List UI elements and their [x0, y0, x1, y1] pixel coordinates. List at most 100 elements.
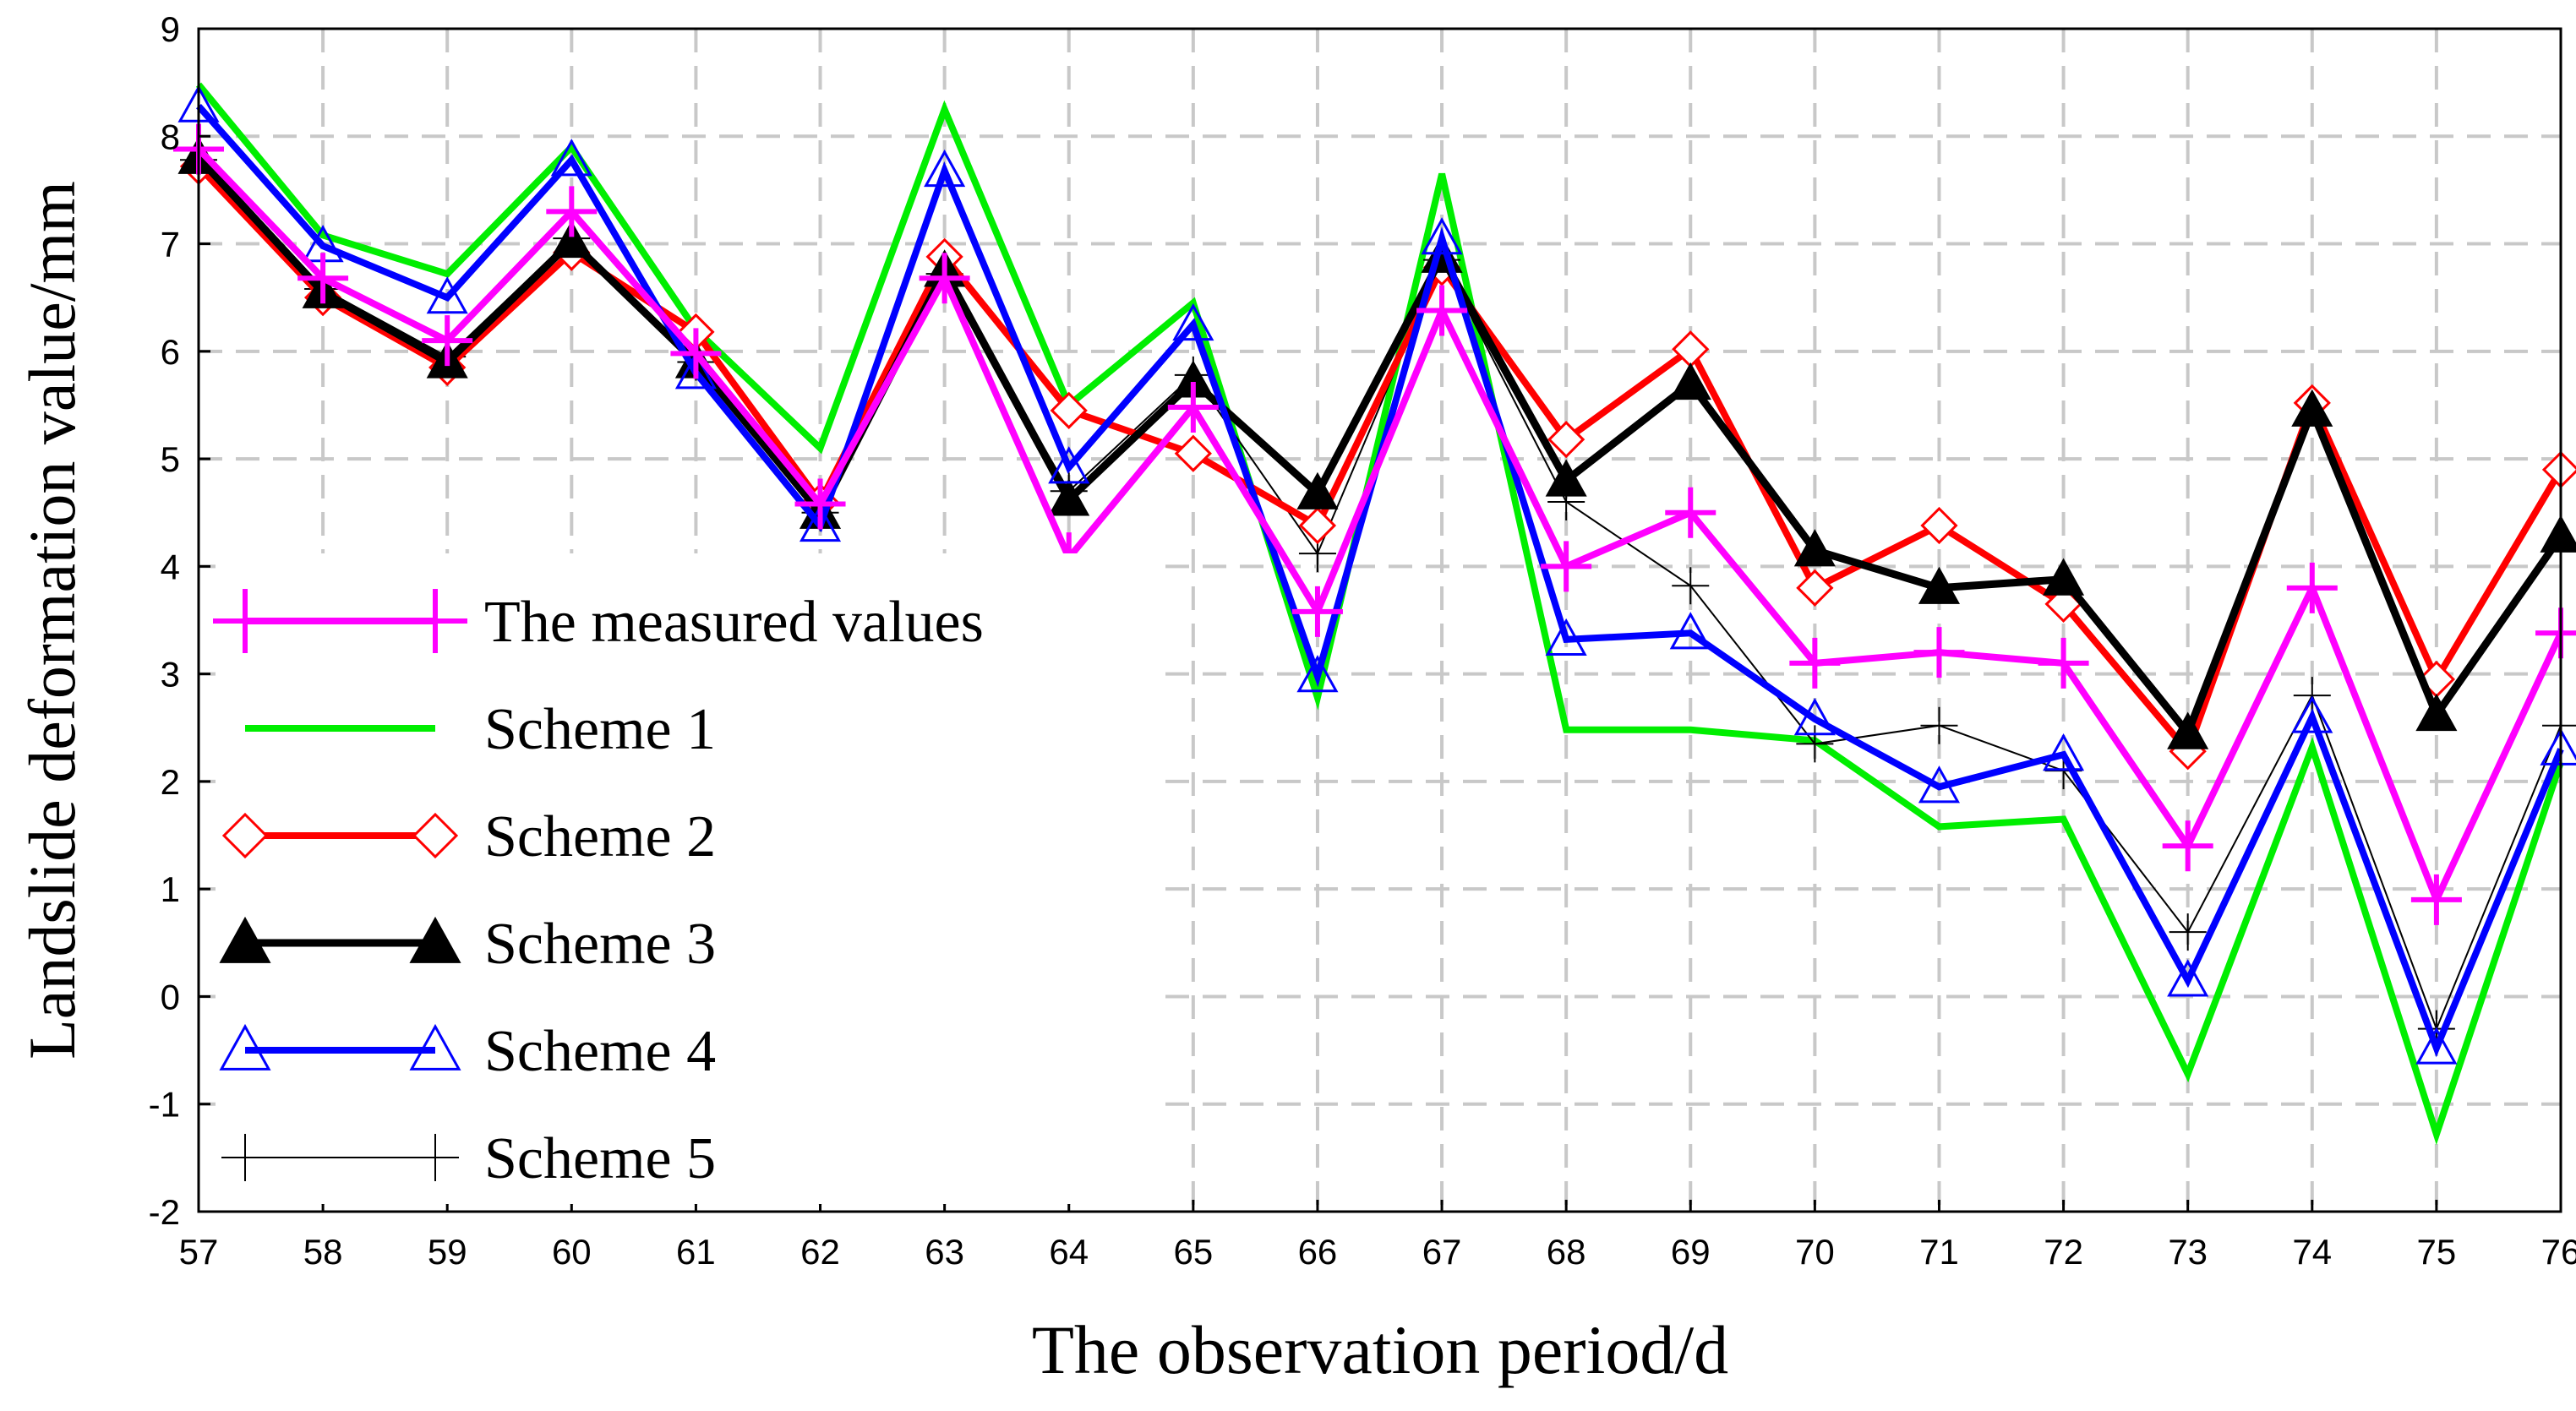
data-point-scheme-3: [2415, 693, 2458, 732]
x-tick-label: 69: [1671, 1232, 1711, 1272]
x-tick-label: 76: [2541, 1232, 2576, 1272]
x-tick-label: 71: [1919, 1232, 1959, 1272]
legend-marker-scheme-4: [409, 1023, 461, 1071]
legend-marker-the-measured-values: [403, 589, 467, 653]
x-tick-label: 75: [2417, 1232, 2457, 1272]
y-tick-label: 6: [161, 332, 180, 372]
x-tick-label: 60: [552, 1232, 592, 1272]
legend-background: [216, 553, 1162, 1204]
series-group: [173, 82, 2576, 1146]
x-tick-label: 70: [1795, 1232, 1835, 1272]
x-tick-label: 63: [925, 1232, 964, 1272]
data-point-scheme-4: [426, 276, 468, 314]
data-point-scheme-4: [1048, 446, 1090, 484]
legend-label-scheme-4: Scheme 4: [484, 1019, 716, 1084]
data-point-scheme-3: [2043, 558, 2085, 596]
legend-marker-scheme-3: [219, 916, 271, 963]
data-point-scheme-4: [1918, 765, 1961, 804]
y-axis-title: Landslide deformation value/mm: [15, 181, 89, 1060]
y-tick-label: 9: [161, 9, 180, 49]
x-tick-label: 67: [1422, 1232, 1462, 1272]
legend-marker-scheme-2: [412, 812, 459, 859]
legend-marker-scheme-2: [221, 812, 269, 859]
y-tick-label: 1: [161, 869, 180, 909]
data-point-scheme-3: [1669, 362, 1711, 400]
x-tick-label: 61: [676, 1232, 716, 1272]
data-point-scheme-2: [1174, 434, 1212, 472]
plot-frame: [197, 27, 2562, 1213]
legend-label-scheme-5: Scheme 5: [484, 1126, 716, 1191]
x-tick-label: 59: [428, 1232, 467, 1272]
data-point-the-measured-values: [1167, 382, 1219, 433]
data-point-the-measured-values: [1913, 627, 1965, 678]
data-point-scheme-3: [1918, 566, 1961, 604]
y-tick-label: 7: [161, 225, 180, 264]
data-point-scheme-3: [1545, 459, 1587, 497]
data-point-scheme-4: [1172, 302, 1214, 341]
data-point-scheme-4: [1669, 612, 1711, 650]
data-point-scheme-4: [924, 149, 966, 188]
data-point-scheme-4: [674, 351, 717, 390]
data-point-scheme-2: [1298, 506, 1337, 545]
data-point-scheme-2: [1796, 569, 1834, 607]
data-point-scheme-4: [2167, 959, 2209, 997]
x-tick-label: 73: [2168, 1232, 2208, 1272]
legend-marker-the-measured-values: [213, 589, 277, 653]
data-point-scheme-5: [1920, 706, 1958, 744]
data-point-the-measured-values: [422, 315, 473, 367]
legend-marker-scheme-4: [219, 1023, 271, 1071]
data-point-scheme-5: [2293, 677, 2331, 715]
data-point-scheme-4: [1296, 655, 1339, 693]
data-point-the-measured-values: [2410, 874, 2462, 925]
x-tick-label: 58: [303, 1232, 343, 1272]
legend-label-scheme-2: Scheme 2: [484, 804, 716, 869]
x-tick-label: 74: [2292, 1232, 2332, 1272]
y-tick-label: 2: [161, 762, 180, 802]
axis-ticks: 57 58 59 60 61 62 63 64 65 66 67 68 69 70 71 72 73 74 75 76…: [149, 9, 2576, 1272]
data-point-scheme-4: [2415, 1027, 2458, 1065]
data-point-the-measured-values: [546, 186, 598, 237]
data-point-scheme-3: [2291, 389, 2333, 427]
data-point-scheme-5: [2169, 913, 2207, 951]
y-tick-label: 4: [161, 547, 180, 586]
data-point-scheme-3: [1793, 529, 1836, 567]
y-tick-label: 5: [161, 439, 180, 479]
legend: The measured values Scheme 1 Scheme 2 Schem…: [213, 553, 1162, 1204]
y-tick-label: -2: [149, 1192, 180, 1232]
y-tick-label: 3: [161, 655, 180, 695]
data-point-the-measured-values: [794, 478, 846, 530]
data-point-the-measured-values: [297, 253, 349, 304]
x-tick-label: 65: [1173, 1232, 1213, 1272]
data-point-the-measured-values: [670, 328, 722, 379]
data-point-scheme-2: [1547, 421, 1585, 459]
x-tick-label: 64: [1049, 1232, 1089, 1272]
data-point-scheme-5: [1796, 725, 1834, 763]
series-line-scheme-1: [195, 82, 2564, 1146]
data-point-the-measured-values: [1291, 586, 1343, 637]
data-point-scheme-4: [1793, 698, 1836, 736]
data-point-scheme-4: [2043, 733, 2085, 771]
legend-label-the-measured-values: The measured values: [484, 590, 984, 655]
legend-label-scheme-3: Scheme 3: [484, 912, 716, 977]
y-tick-label: 0: [161, 977, 180, 1016]
data-point-scheme-3: [2167, 711, 2209, 749]
y-tick-label: -1: [149, 1085, 180, 1125]
x-axis-title: The observation period/d: [1032, 1311, 1728, 1388]
data-point-scheme-5: [1672, 567, 1710, 605]
x-tick-label: 68: [1547, 1232, 1586, 1272]
data-point-scheme-4: [1545, 618, 1587, 656]
x-tick-label: 66: [1298, 1232, 1338, 1272]
data-point-the-measured-values: [1541, 541, 1592, 592]
data-point-scheme-3: [1048, 478, 1090, 516]
legend-marker-scheme-5: [221, 1134, 269, 1181]
data-point-the-measured-values: [919, 253, 970, 304]
data-point-scheme-4: [550, 139, 592, 177]
data-point-scheme-4: [1421, 217, 1463, 255]
data-point-the-measured-values: [2162, 820, 2213, 872]
data-point-scheme-2: [1050, 391, 1088, 429]
data-point-the-measured-values: [1416, 285, 1468, 336]
legend-marker-scheme-3: [409, 916, 461, 963]
series-scheme-1: [195, 82, 2564, 1146]
legend-marker-scheme-5: [412, 1134, 459, 1181]
